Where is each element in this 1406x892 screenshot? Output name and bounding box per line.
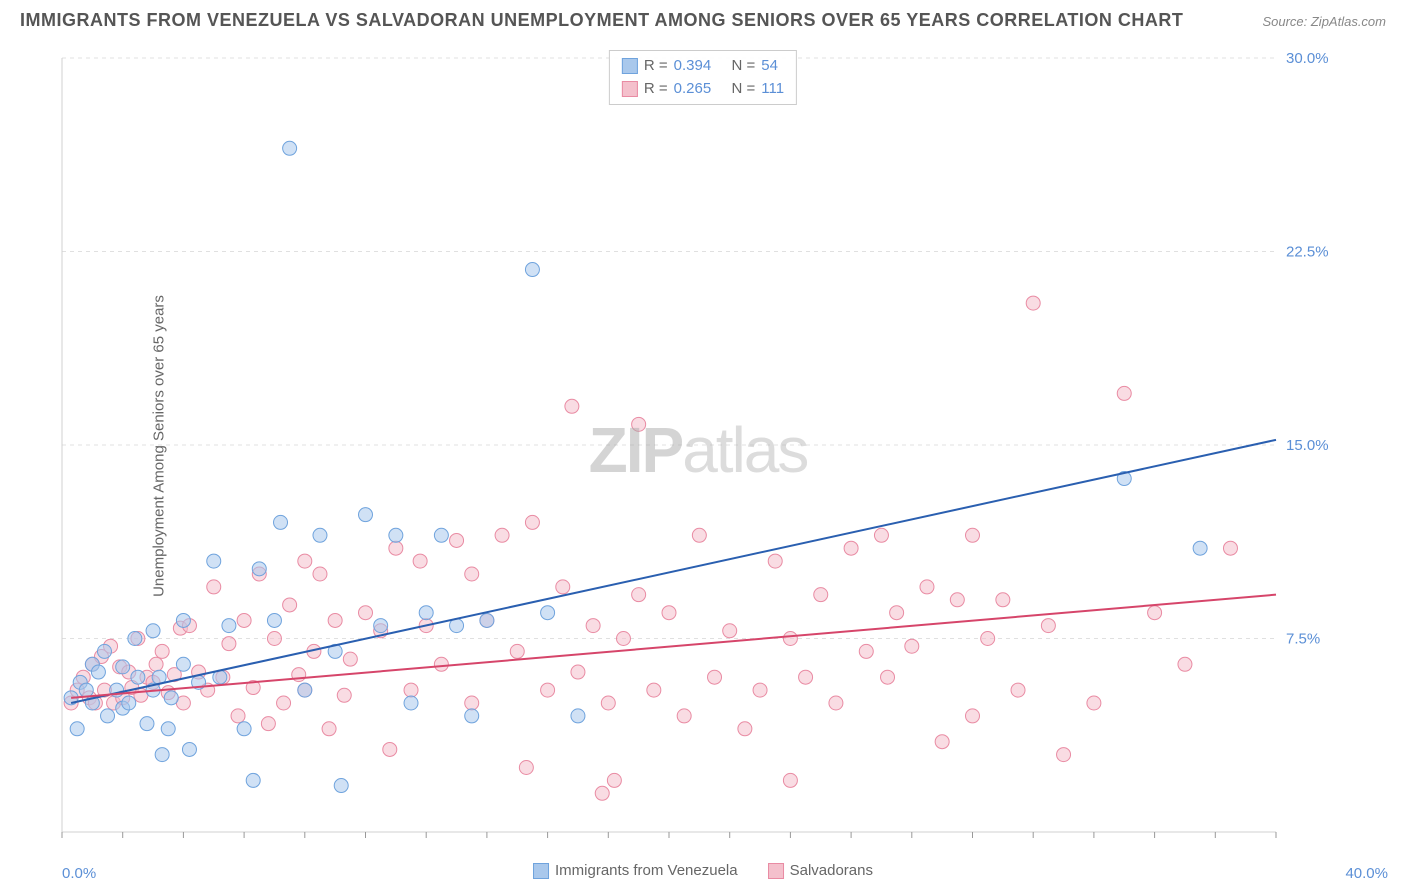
legend-row-series-1: R = 0.394 N = 54 (622, 55, 784, 78)
chart-title: IMMIGRANTS FROM VENEZUELA VS SALVADORAN … (20, 10, 1183, 31)
n-label: N = (732, 78, 756, 101)
legend-label-1: Immigrants from Venezuela (555, 860, 738, 883)
correlation-legend: R = 0.394 N = 54 R = 0.265 N = 111 (609, 50, 797, 105)
r-value-2: 0.265 (674, 78, 712, 101)
svg-text:22.5%: 22.5% (1286, 244, 1329, 261)
svg-text:7.5%: 7.5% (1286, 631, 1320, 648)
legend-item-2: Salvadorans (768, 860, 873, 883)
r-value-1: 0.394 (674, 55, 712, 78)
source-prefix: Source: (1262, 14, 1310, 29)
n-label: N = (732, 55, 756, 78)
chart-plot-area: 7.5%15.0%22.5%30.0% ZIPatlas (60, 48, 1336, 852)
svg-text:15.0%: 15.0% (1286, 437, 1329, 454)
source-name: ZipAtlas.com (1311, 14, 1386, 29)
legend-swatch-1b (533, 863, 549, 879)
x-axis-max-label: 40.0% (1345, 865, 1388, 882)
r-label: R = (644, 78, 668, 101)
n-value-2: 111 (761, 78, 784, 101)
legend-swatch-1 (622, 58, 638, 74)
legend-item-1: Immigrants from Venezuela (533, 860, 738, 883)
source-attribution: Source: ZipAtlas.com (1262, 14, 1386, 29)
legend-row-series-2: R = 0.265 N = 111 (622, 78, 784, 101)
legend-label-2: Salvadorans (790, 860, 873, 883)
legend-swatch-2 (622, 81, 638, 97)
scatter-chart-svg: 7.5% 15.0% 22.5% 30.0% (60, 48, 1336, 852)
svg-text:30.0%: 30.0% (1286, 50, 1329, 67)
r-label: R = (644, 55, 668, 78)
n-value-1: 54 (761, 55, 778, 78)
legend-swatch-2b (768, 863, 784, 879)
series-legend: Immigrants from Venezuela Salvadorans (533, 860, 873, 883)
x-axis-min-label: 0.0% (62, 865, 96, 882)
